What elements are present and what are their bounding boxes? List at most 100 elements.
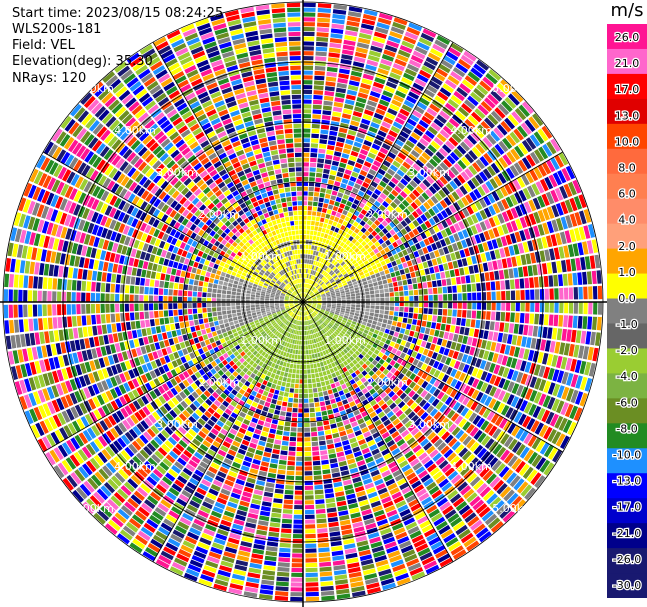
gate-cell xyxy=(580,376,588,391)
gate-cell xyxy=(329,257,334,263)
gate-cell xyxy=(539,289,545,300)
gate-cell xyxy=(345,292,350,295)
gate-cell xyxy=(389,330,395,336)
gate-cell xyxy=(519,278,525,289)
gate-cell xyxy=(319,139,328,145)
gate-cell xyxy=(271,512,282,518)
gate-cell xyxy=(320,275,324,280)
gate-cell xyxy=(408,312,413,319)
gate-cell xyxy=(592,347,599,362)
gate-cell xyxy=(446,278,452,286)
gate-cell xyxy=(320,281,324,286)
gate-cell xyxy=(445,140,455,150)
gate-cell xyxy=(346,212,353,218)
gate-cell xyxy=(418,263,424,270)
gate-cell xyxy=(416,73,429,83)
gate-cell xyxy=(461,79,475,90)
gate-cell xyxy=(322,304,327,306)
gate-cell xyxy=(473,63,487,75)
gate-cell xyxy=(477,186,486,197)
gate-cell xyxy=(271,507,282,514)
gate-cell xyxy=(448,118,460,128)
gate-cell xyxy=(403,72,415,82)
gate-cell xyxy=(307,284,310,289)
gate-cell xyxy=(312,298,317,300)
gate-cell xyxy=(277,395,283,401)
gate-cell xyxy=(569,229,577,243)
gate-cell xyxy=(338,218,344,224)
gate-cell xyxy=(514,145,525,158)
gate-cell xyxy=(263,565,276,571)
gate-cell xyxy=(404,31,419,41)
gate-cell xyxy=(371,192,379,200)
gate-cell xyxy=(517,242,525,254)
gate-cell xyxy=(306,288,308,293)
gate-cell xyxy=(504,96,517,109)
gate-cell xyxy=(326,293,331,296)
gate-cell xyxy=(331,190,338,196)
gate-cell xyxy=(421,115,432,125)
gate-cell xyxy=(423,301,429,308)
gate-cell xyxy=(597,301,603,315)
gate-cell xyxy=(466,284,472,292)
gate-cell xyxy=(316,27,330,33)
gate-cell xyxy=(340,524,352,531)
gate-cell xyxy=(565,215,573,229)
gate-cell xyxy=(292,534,304,539)
gate-cell xyxy=(325,497,335,504)
gate-cell xyxy=(336,451,345,458)
gate-cell xyxy=(444,237,451,246)
gate-cell xyxy=(466,256,473,266)
gate-cell xyxy=(355,256,361,262)
gate-cell xyxy=(274,374,280,380)
gate-cell xyxy=(389,287,394,293)
gate-cell xyxy=(448,301,453,309)
gate-cell xyxy=(347,270,353,275)
gate-cell xyxy=(340,58,352,65)
gate-cell xyxy=(527,240,534,252)
gate-cell xyxy=(338,68,350,75)
gate-cell xyxy=(496,237,503,248)
gate-cell xyxy=(537,164,547,177)
gate-cell xyxy=(306,295,310,299)
gate-cell xyxy=(528,325,534,336)
gate-cell xyxy=(392,321,397,326)
gate-cell xyxy=(491,239,499,249)
gate-cell xyxy=(260,395,267,401)
gate-cell xyxy=(305,345,309,350)
gate-cell xyxy=(455,62,469,74)
gate-cell xyxy=(400,256,406,263)
gate-cell xyxy=(558,246,565,259)
gate-cell xyxy=(335,496,346,502)
gate-cell xyxy=(304,278,306,283)
gate-cell xyxy=(372,117,382,125)
gate-cell xyxy=(313,271,317,276)
gate-cell xyxy=(376,184,384,192)
gate-cell xyxy=(497,172,507,184)
gate-cell xyxy=(312,303,317,304)
gate-cell xyxy=(437,91,449,101)
gate-cell xyxy=(552,383,561,397)
gate-cell xyxy=(315,283,319,288)
gate-cell xyxy=(408,214,416,222)
gate-cell xyxy=(324,255,329,260)
gate-cell xyxy=(331,116,341,122)
gate-cell xyxy=(339,276,344,280)
gate-cell xyxy=(317,367,322,373)
gate-cell xyxy=(310,422,317,427)
gate-cell xyxy=(326,294,331,297)
gate-cell xyxy=(482,137,493,148)
gate-cell xyxy=(312,114,321,119)
gate-cell xyxy=(306,350,309,355)
gate-cell xyxy=(314,182,321,188)
gate-cell xyxy=(460,171,470,181)
gate-cell xyxy=(509,194,518,206)
gate-cell xyxy=(354,313,360,317)
gate-cell xyxy=(420,32,435,43)
gate-cell xyxy=(347,254,353,260)
gate-cell xyxy=(321,276,325,281)
gate-cell xyxy=(317,298,322,300)
gate-cell xyxy=(409,113,420,123)
gate-cell xyxy=(254,428,262,435)
gate-cell xyxy=(333,392,340,398)
